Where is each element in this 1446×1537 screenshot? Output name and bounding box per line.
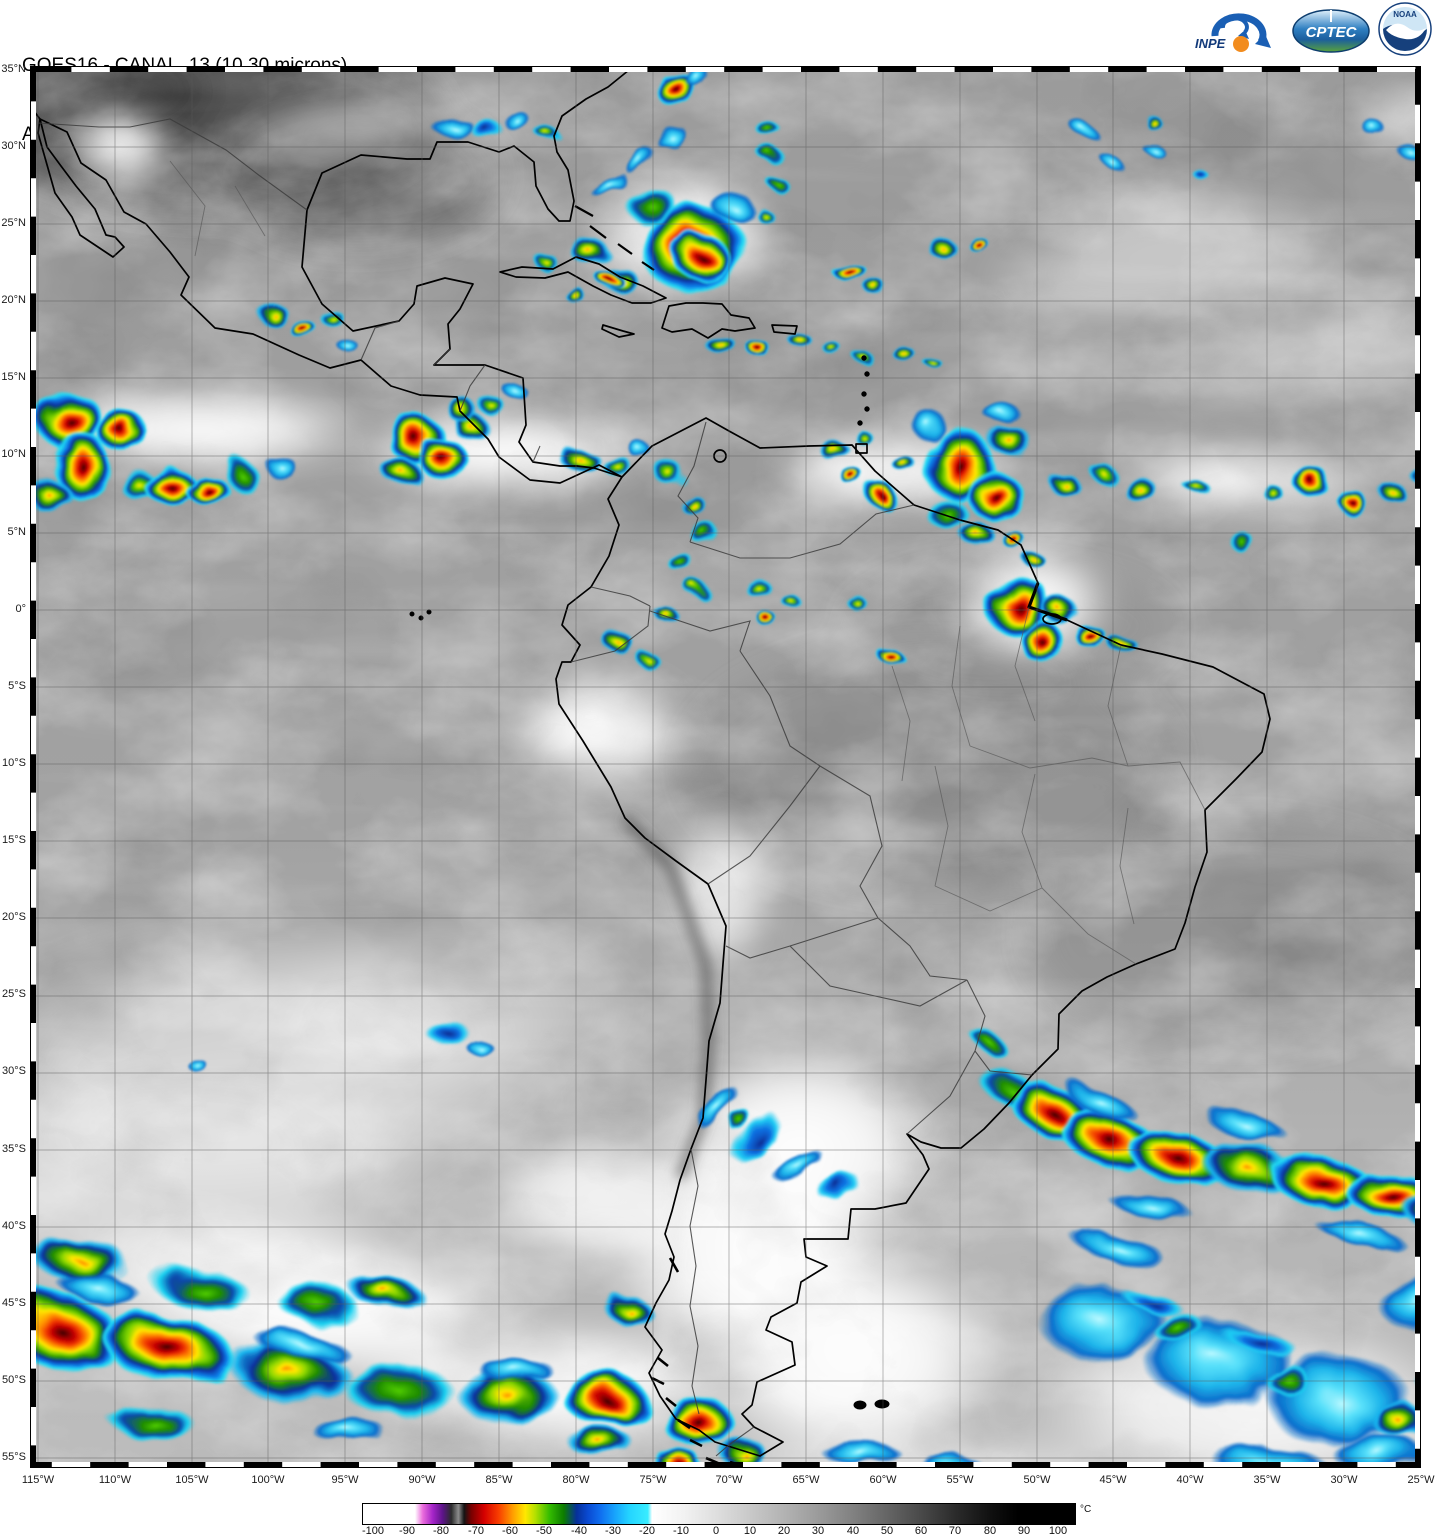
lat-label: 5°N xyxy=(7,526,26,538)
lon-label: 70°W xyxy=(715,1474,743,1486)
lon-label: 110°W xyxy=(98,1474,132,1486)
lat-label: 35°S xyxy=(2,1143,26,1155)
inpe-arrowhead xyxy=(1255,34,1271,48)
colorbar-tick: 20 xyxy=(777,1525,791,1537)
logo-row: INPE CPTEC NOAA xyxy=(1190,2,1438,58)
lon-label: 90°W xyxy=(408,1474,436,1486)
lat-label: 5°S xyxy=(8,680,26,692)
colorbar-tick: -80 xyxy=(433,1525,449,1537)
trinidad xyxy=(855,443,868,454)
inpe-logo-text: INPE xyxy=(1195,36,1226,51)
colorbar-tick: -90 xyxy=(399,1525,415,1537)
colorbar-tick: -60 xyxy=(502,1525,518,1537)
colorbar-tick: -70 xyxy=(468,1525,484,1537)
colorbar-tick: -20 xyxy=(639,1525,655,1537)
lon-label: 95°W xyxy=(331,1474,359,1486)
cuba xyxy=(499,256,667,304)
lon-label: 50°W xyxy=(1023,1474,1051,1486)
lat-label: 55°S xyxy=(2,1451,26,1463)
lon-label: 75°W xyxy=(639,1474,667,1486)
lat-label: 35°N xyxy=(1,63,26,75)
lon-label: 40°W xyxy=(1176,1474,1204,1486)
colorbar-tick: 90 xyxy=(1017,1525,1031,1537)
map-canvas xyxy=(30,66,1421,1468)
inpe-orange-dot xyxy=(1233,36,1249,52)
inpe-swoosh xyxy=(1211,13,1267,44)
colorbar-tick: 100 xyxy=(1048,1525,1068,1537)
lon-label: 115°W xyxy=(21,1474,55,1486)
lat-label: 15°N xyxy=(1,371,26,383)
cptec-logo-text: CPTEC xyxy=(1306,24,1358,41)
lon-label: 100°W xyxy=(251,1474,285,1486)
hispaniola xyxy=(661,302,756,339)
satellite-map xyxy=(30,66,1421,1468)
colorbar-tick: 70 xyxy=(948,1525,962,1537)
jamaica xyxy=(601,324,635,338)
colorbar-tick: -100 xyxy=(361,1525,385,1537)
lat-label: 20°S xyxy=(2,911,26,923)
lon-label: 85°W xyxy=(485,1474,513,1486)
cptec-logo: CPTEC xyxy=(1292,9,1370,53)
noaa-gull xyxy=(1386,23,1426,40)
colorbar-tick: 10 xyxy=(743,1525,757,1537)
colorbar-tick: 0 xyxy=(712,1525,720,1537)
state-borders xyxy=(169,160,1206,965)
puerto-rico xyxy=(771,324,798,335)
colorbar-tick: -30 xyxy=(605,1525,621,1537)
lon-label: 80°W xyxy=(562,1474,590,1486)
lat-label: 10°S xyxy=(2,757,26,769)
colorbar-tick: 30 xyxy=(811,1525,825,1537)
colorbar-tick: 80 xyxy=(983,1525,997,1537)
south-america-coast xyxy=(555,417,1271,1457)
lat-label: 15°S xyxy=(2,834,26,846)
storm-cells xyxy=(30,68,1421,1468)
lon-label: 65°W xyxy=(792,1474,820,1486)
lat-label: 10°N xyxy=(1,448,26,460)
colorbar-gradient xyxy=(362,1503,1076,1525)
inpe-swoosh-inner xyxy=(1220,16,1249,34)
noaa-logo-text: NOAA xyxy=(1393,10,1417,19)
bahamas-islands xyxy=(574,205,655,271)
lon-label: 25°W xyxy=(1407,1474,1435,1486)
marajo-island xyxy=(1042,613,1062,625)
grid-lines xyxy=(30,66,1421,1468)
lon-label: 55°W xyxy=(946,1474,974,1486)
lon-label: 35°W xyxy=(1253,1474,1281,1486)
colorbar-unit: °C xyxy=(1080,1504,1092,1515)
baja-california xyxy=(37,118,125,258)
colorbar-tick: -40 xyxy=(571,1525,587,1537)
colorbar-tick: -10 xyxy=(673,1525,689,1537)
noaa-logo: NOAA xyxy=(1378,2,1432,56)
lat-label: 50°S xyxy=(2,1374,26,1386)
lat-label: 25°S xyxy=(2,988,26,1000)
lat-label: 20°N xyxy=(1,294,26,306)
lat-label: 0° xyxy=(15,603,26,615)
lat-label: 30°S xyxy=(2,1065,26,1077)
lon-label: 30°W xyxy=(1330,1474,1358,1486)
cloud-texture xyxy=(30,66,1421,1468)
colorbar-tick: -50 xyxy=(536,1525,552,1537)
country-borders xyxy=(37,118,1033,1457)
lat-label: 40°S xyxy=(2,1220,26,1232)
lat-label: 45°S xyxy=(2,1297,26,1309)
lon-label: 45°W xyxy=(1099,1474,1127,1486)
lon-label: 60°W xyxy=(869,1474,897,1486)
inpe-logo: INPE xyxy=(1195,13,1271,52)
map-frame xyxy=(30,66,1421,1468)
lon-label: 105°W xyxy=(175,1474,209,1486)
colorbar-tick: 40 xyxy=(846,1525,860,1537)
lat-label: 25°N xyxy=(1,217,26,229)
lat-label: 30°N xyxy=(1,140,26,152)
colorbar-tick: 60 xyxy=(914,1525,928,1537)
colorbar-tick: 50 xyxy=(880,1525,894,1537)
